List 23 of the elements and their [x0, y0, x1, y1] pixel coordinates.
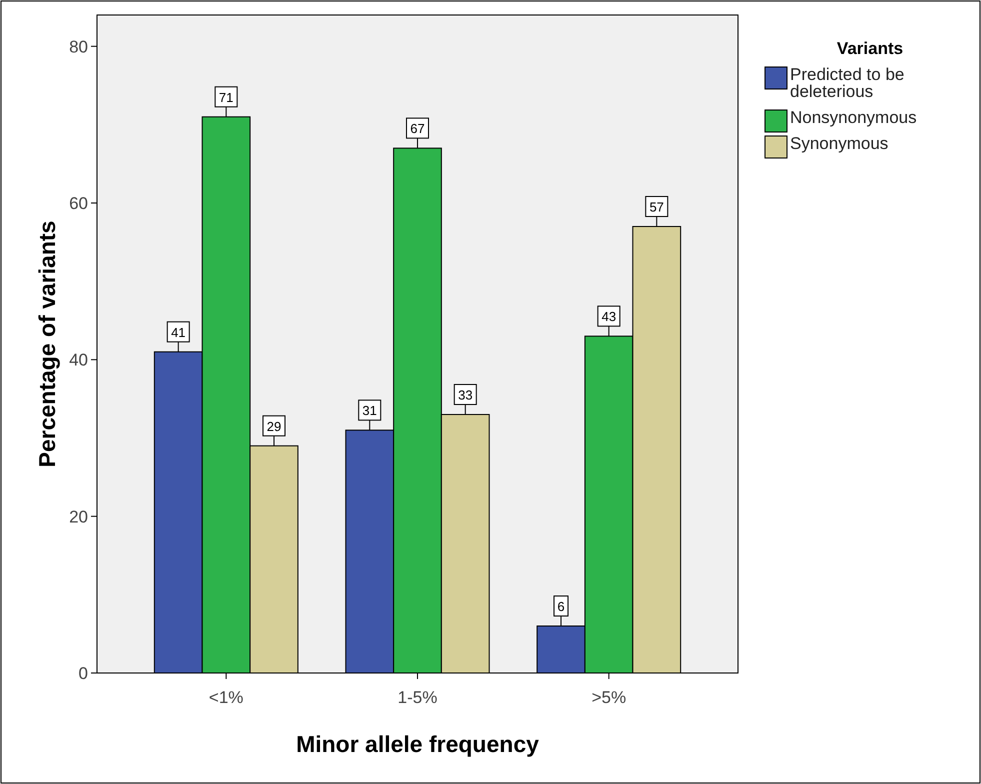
- y-axis-title: Percentage of variants: [34, 220, 60, 468]
- data-label: 31: [362, 403, 377, 418]
- legend-label: Predicted to be deleterious: [790, 65, 904, 101]
- legend-label: Synonymous: [790, 134, 888, 153]
- x-tick-label: 1-5%: [398, 688, 438, 707]
- y-tick-label: 20: [69, 507, 88, 526]
- y-tick-label: 60: [69, 194, 88, 213]
- data-label: 29: [266, 418, 282, 434]
- data-label: 67: [410, 121, 425, 136]
- data-label: 57: [649, 200, 664, 214]
- data-label: 6: [557, 599, 565, 614]
- y-tick-label: 80: [69, 37, 88, 56]
- x-axis-title: Minor allele frequency: [296, 731, 540, 757]
- data-label: 41: [171, 324, 186, 340]
- data-label: 43: [602, 309, 616, 324]
- x-tick-label: >5%: [592, 688, 626, 707]
- legend-label: Nonsynonymous: [790, 108, 917, 127]
- y-tick-label: 0: [78, 664, 88, 683]
- x-tick-label: <1%: [208, 688, 244, 707]
- legend-title: Variants: [836, 39, 904, 58]
- data-label: 71: [218, 90, 234, 105]
- data-label: 33: [458, 388, 473, 402]
- y-tick-label: 40: [69, 350, 88, 370]
